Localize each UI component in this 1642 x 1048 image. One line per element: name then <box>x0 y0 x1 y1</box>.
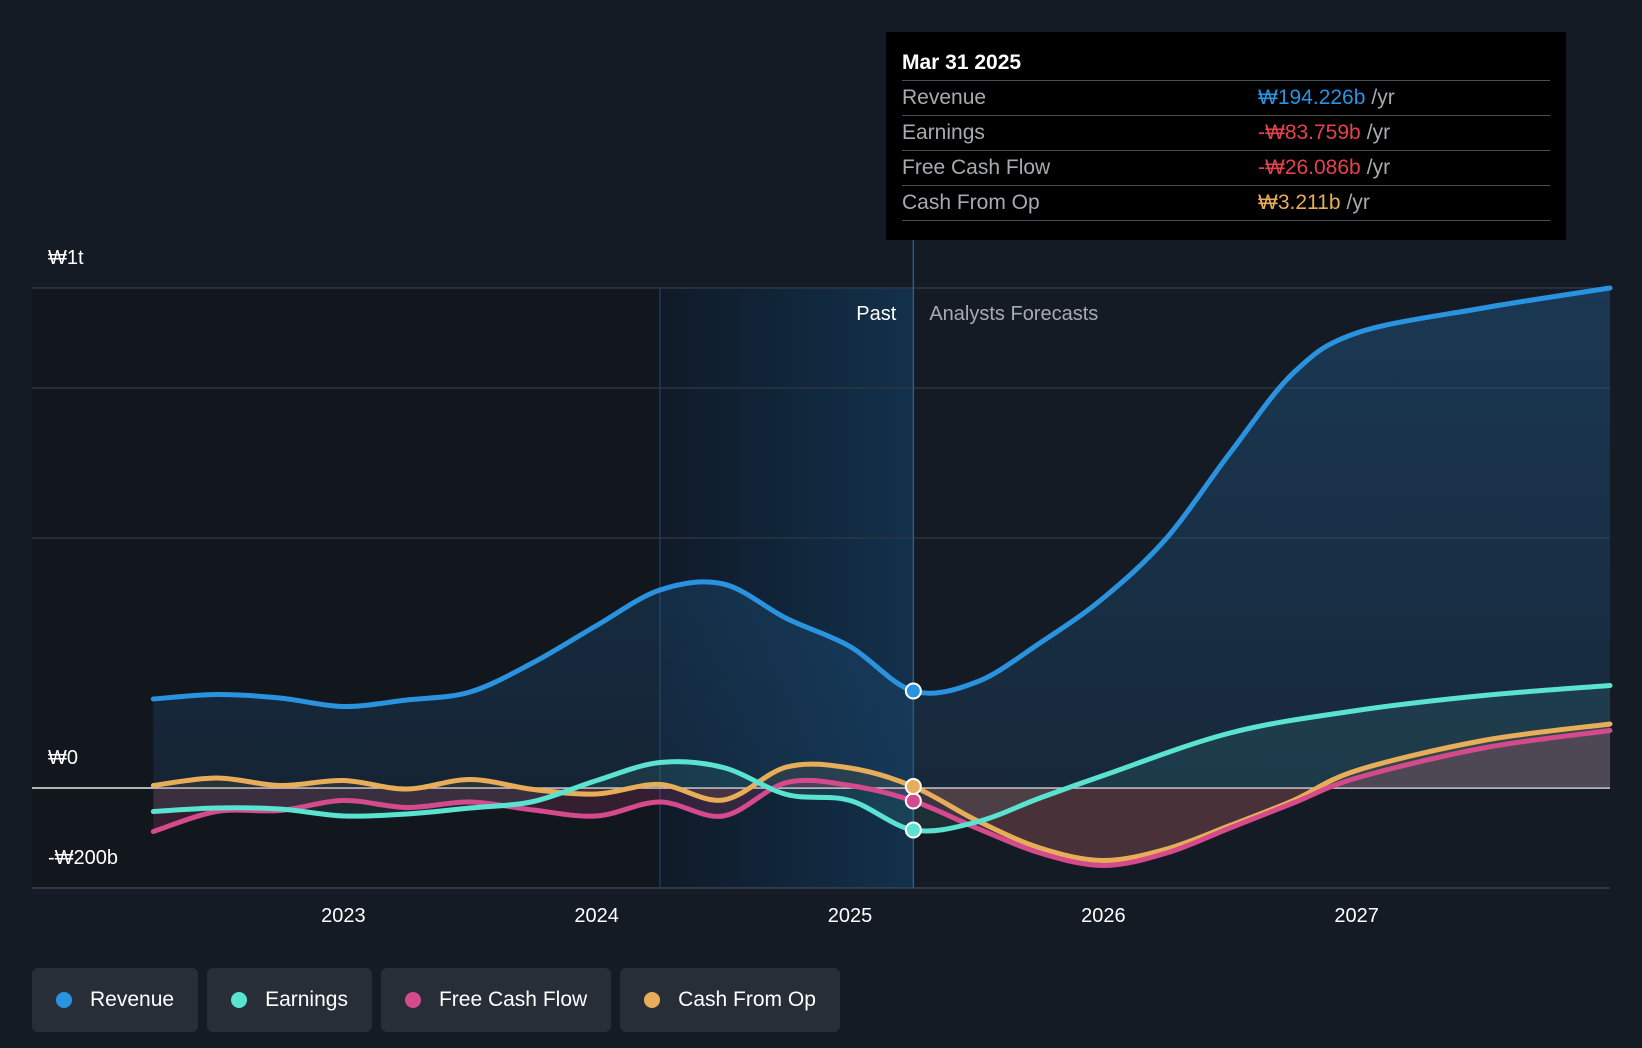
legend-label: Cash From Op <box>678 988 816 1011</box>
legend-item-cash-from-op[interactable]: Cash From Op <box>620 968 840 1032</box>
y-tick-label: -₩200b <box>48 847 118 869</box>
tooltip-row-free-cash-flow: Free Cash Flow -₩26.086b /yr <box>902 150 1550 185</box>
tooltip-row-earnings: Earnings -₩83.759b /yr <box>902 115 1550 150</box>
legend-dot-icon <box>404 992 421 1008</box>
y-tick-label: ₩1t <box>48 247 84 269</box>
revenue-area <box>153 288 1610 788</box>
legend-dot-icon <box>231 992 248 1008</box>
tooltip-row-cash-from-op: Cash From Op ₩3.211b /yr <box>902 185 1550 221</box>
y-tick-label: ₩0 <box>48 747 78 769</box>
tooltip-date: Mar 31 2025 <box>902 51 1022 74</box>
x-tick-label: 2027 <box>1334 905 1379 927</box>
x-tick-label: 2025 <box>828 905 873 927</box>
series-lines <box>150 285 1613 868</box>
tooltip-label: Cash From Op <box>902 191 1040 214</box>
x-tick-label: 2023 <box>321 905 366 927</box>
forecast-label: Analysts Forecasts <box>929 303 1098 325</box>
earnings-area <box>153 685 1610 832</box>
legend-label: Revenue <box>90 988 175 1011</box>
past-label: Past <box>856 303 896 325</box>
legend-label: Free Cash Flow <box>438 988 588 1011</box>
earnings-line <box>150 683 1613 834</box>
tooltip-value-earnings: -₩83.759b <box>1258 121 1361 144</box>
tooltip-value-revenue: ₩194.226b <box>1258 86 1366 109</box>
tooltip-unit: /yr <box>1366 156 1391 179</box>
legend-item-revenue[interactable]: Revenue <box>32 968 199 1032</box>
free-cash-flow-marker <box>904 792 922 810</box>
chart-legend: Revenue Earnings Free Cash Flow Cash Fro… <box>32 968 840 1032</box>
tooltip-unit: /yr <box>1366 121 1391 144</box>
tooltip-value-cash-from-op: ₩3.211b <box>1258 191 1341 214</box>
x-tick-label: 2026 <box>1081 905 1126 927</box>
hover-markers <box>904 682 922 839</box>
earnings-marker <box>904 821 922 839</box>
tooltip-value-free-cash-flow: -₩26.086b <box>1258 156 1361 179</box>
series-areas <box>153 288 1610 866</box>
legend-item-free-cash-flow[interactable]: Free Cash Flow <box>380 968 612 1032</box>
x-tick-label: 2024 <box>574 905 619 927</box>
tooltip-unit: /yr <box>1371 86 1395 109</box>
axis-labels: ₩1t ₩0 -₩200b 2023 2024 2025 2026 2027 Past Analy… <box>48 247 1379 927</box>
tooltip-label: Revenue <box>902 86 987 109</box>
tooltip-label: Earnings <box>902 121 985 144</box>
legend-item-earnings[interactable]: Earnings <box>207 968 372 1032</box>
legend-dot-icon <box>56 992 72 1008</box>
legend-label: Earnings <box>265 988 348 1011</box>
tooltip-unit: /yr <box>1346 191 1370 214</box>
cash-from-op-marker <box>904 778 922 795</box>
legend-dot-icon <box>644 992 661 1008</box>
tooltip-row-revenue: Revenue ₩194.226b /yr <box>902 80 1550 115</box>
revenue-line <box>150 285 1613 710</box>
tooltip-label: Free Cash Flow <box>902 156 1051 179</box>
free-cash-flow-line <box>150 728 1613 868</box>
free-cash-flow-area <box>153 730 1610 866</box>
hover-tooltip: Mar 31 2025 Revenue ₩194.226b /yr Earnin… <box>886 32 1566 240</box>
revenue-marker <box>904 682 922 700</box>
